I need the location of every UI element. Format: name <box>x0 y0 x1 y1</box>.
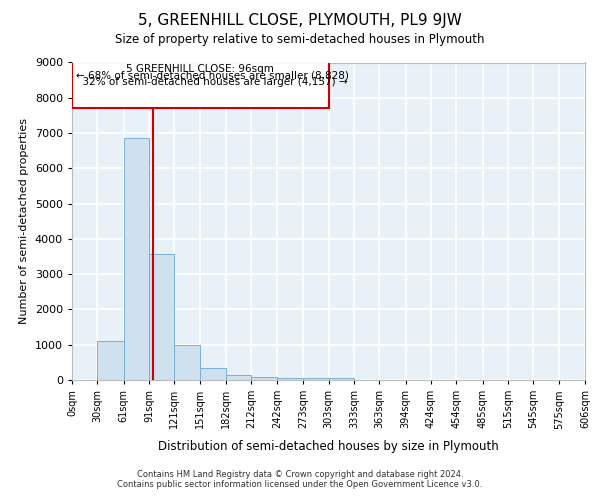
Bar <box>97 341 124 380</box>
Bar <box>277 378 303 380</box>
Bar <box>303 378 329 380</box>
Text: 5 GREENHILL CLOSE: 96sqm: 5 GREENHILL CLOSE: 96sqm <box>127 64 274 74</box>
Text: Contains HM Land Registry data © Crown copyright and database right 2024.
Contai: Contains HM Land Registry data © Crown c… <box>118 470 482 489</box>
Text: Size of property relative to semi-detached houses in Plymouth: Size of property relative to semi-detach… <box>115 32 485 46</box>
Y-axis label: Number of semi-detached properties: Number of semi-detached properties <box>19 118 29 324</box>
Bar <box>200 368 226 380</box>
Bar <box>72 62 329 108</box>
Bar <box>124 138 149 380</box>
Bar <box>175 346 200 380</box>
Text: ← 68% of semi-detached houses are smaller (8,828): ← 68% of semi-detached houses are smalle… <box>76 70 349 81</box>
Text: 5, GREENHILL CLOSE, PLYMOUTH, PL9 9JW: 5, GREENHILL CLOSE, PLYMOUTH, PL9 9JW <box>138 12 462 28</box>
X-axis label: Distribution of semi-detached houses by size in Plymouth: Distribution of semi-detached houses by … <box>158 440 499 452</box>
Bar <box>226 376 251 380</box>
Bar <box>149 254 175 380</box>
Text: 32% of semi-detached houses are larger (4,157) →: 32% of semi-detached houses are larger (… <box>76 78 348 88</box>
Bar <box>251 377 277 380</box>
Bar <box>329 378 354 380</box>
